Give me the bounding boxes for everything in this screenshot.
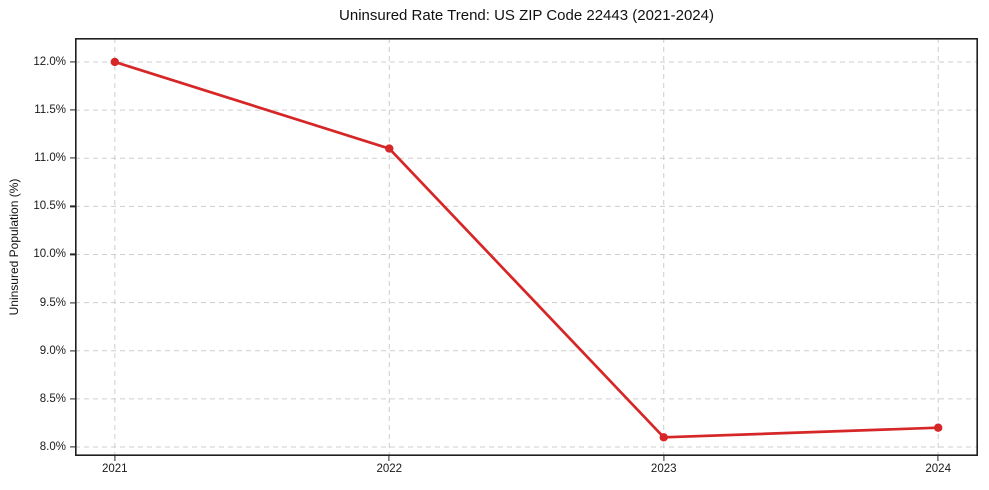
- y-tick-mark: [70, 61, 75, 63]
- y-tick-label: 8.5%: [39, 392, 66, 405]
- x-tick-label: 2024: [925, 463, 951, 475]
- y-tick-label: 9.5%: [39, 296, 66, 309]
- line-chart: [75, 38, 978, 456]
- y-tick-mark: [70, 109, 75, 111]
- y-tick-mark: [70, 253, 75, 256]
- y-tick-label: 11.0%: [34, 152, 66, 165]
- y-tick-label: 10.0%: [33, 248, 66, 261]
- y-axis-label: Uninsured Population (%): [7, 178, 21, 316]
- x-tick-mark: [663, 456, 665, 461]
- x-tick-mark: [937, 456, 939, 461]
- y-tick-label: 8.0%: [39, 440, 66, 453]
- data-point: [934, 423, 943, 432]
- x-tick-label: 2023: [650, 463, 677, 475]
- y-tick-mark: [70, 205, 75, 207]
- y-tick-mark: [70, 301, 75, 304]
- y-tick-label: 9.0%: [39, 344, 66, 357]
- data-point: [385, 144, 394, 153]
- y-tick-mark: [70, 446, 75, 448]
- y-tick-mark: [70, 350, 75, 352]
- data-point: [110, 57, 119, 67]
- x-tick-mark: [388, 456, 390, 461]
- chart-title: Uninsured Rate Trend: US ZIP Code 22443 …: [339, 7, 714, 24]
- y-tick-mark: [70, 398, 75, 400]
- y-tick-label: 10.5%: [33, 200, 66, 213]
- x-tick-mark: [114, 456, 116, 461]
- trend-line: [113, 60, 940, 439]
- y-tick-label: 11.5%: [34, 104, 66, 117]
- x-tick-label: 2022: [376, 463, 403, 475]
- plot-frame: [75, 38, 978, 456]
- data-point: [659, 433, 668, 442]
- y-tick-label: 12.0%: [33, 55, 66, 68]
- plot-area: [75, 38, 978, 456]
- x-tick-label: 2021: [102, 463, 128, 475]
- y-tick-mark: [70, 157, 75, 159]
